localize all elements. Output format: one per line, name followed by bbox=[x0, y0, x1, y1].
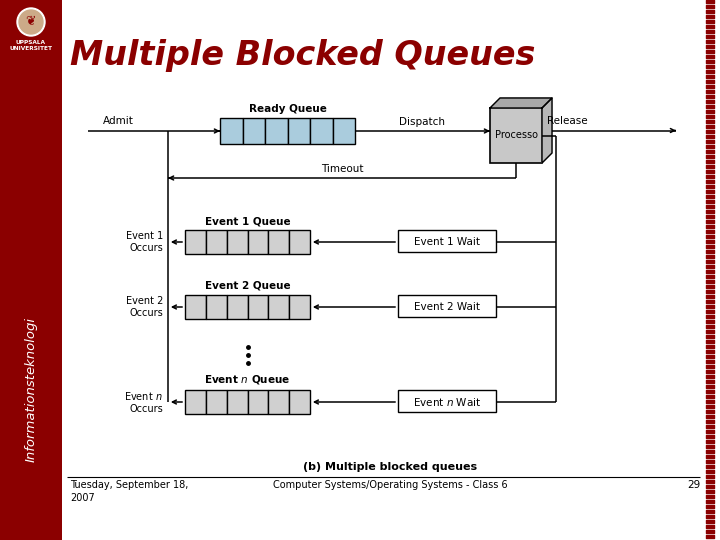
Bar bbox=[310, 118, 333, 144]
Text: Multiple Blocked Queues: Multiple Blocked Queues bbox=[70, 38, 536, 71]
Polygon shape bbox=[490, 98, 552, 108]
Text: Event 2
Occurs: Event 2 Occurs bbox=[125, 296, 163, 318]
Text: Event $n$ Queue: Event $n$ Queue bbox=[204, 373, 291, 386]
Bar bbox=[289, 230, 310, 254]
Text: Tuesday, September 18,
2007: Tuesday, September 18, 2007 bbox=[70, 480, 189, 503]
Bar bbox=[206, 230, 227, 254]
Text: Ready Queue: Ready Queue bbox=[248, 104, 326, 114]
Text: Event 1 Wait: Event 1 Wait bbox=[414, 237, 480, 247]
Bar bbox=[269, 295, 289, 319]
Text: Processo: Processo bbox=[495, 131, 538, 140]
Circle shape bbox=[17, 8, 45, 36]
Bar bbox=[248, 295, 269, 319]
Polygon shape bbox=[542, 98, 552, 163]
Text: UPPSALA
UNIVERSITET: UPPSALA UNIVERSITET bbox=[9, 40, 53, 51]
Bar bbox=[220, 118, 243, 144]
Text: Event 1
Occurs: Event 1 Occurs bbox=[126, 231, 163, 253]
Text: 29: 29 bbox=[687, 480, 700, 490]
Bar bbox=[206, 295, 227, 319]
Text: Admit: Admit bbox=[102, 116, 133, 126]
Bar bbox=[398, 230, 496, 252]
Bar bbox=[185, 390, 206, 414]
Text: Event 2 Queue: Event 2 Queue bbox=[204, 281, 290, 291]
Bar bbox=[185, 230, 206, 254]
Bar bbox=[0, 0, 62, 540]
Text: Event $n$ Wait: Event $n$ Wait bbox=[413, 396, 481, 408]
Text: ❦: ❦ bbox=[26, 16, 36, 29]
Bar bbox=[243, 118, 265, 144]
Bar bbox=[490, 108, 542, 163]
Bar bbox=[289, 390, 310, 414]
Bar bbox=[248, 230, 269, 254]
Text: Dispatch: Dispatch bbox=[400, 117, 446, 127]
Bar bbox=[227, 295, 248, 319]
Bar bbox=[227, 230, 248, 254]
Bar bbox=[185, 295, 206, 319]
Bar bbox=[398, 390, 496, 412]
Bar bbox=[269, 390, 289, 414]
Text: Informationsteknologi: Informationsteknologi bbox=[24, 318, 37, 462]
Circle shape bbox=[19, 10, 43, 34]
Text: Event 1 Queue: Event 1 Queue bbox=[204, 216, 290, 226]
Text: Release: Release bbox=[546, 116, 588, 125]
Bar bbox=[248, 390, 269, 414]
Bar bbox=[227, 390, 248, 414]
Text: Event 2 Wait: Event 2 Wait bbox=[414, 302, 480, 312]
Bar bbox=[265, 118, 287, 144]
Text: Timeout: Timeout bbox=[320, 164, 364, 174]
Bar bbox=[398, 295, 496, 317]
Text: Computer Systems/Operating Systems - Class 6: Computer Systems/Operating Systems - Cla… bbox=[273, 480, 508, 490]
Bar bbox=[333, 118, 355, 144]
Bar bbox=[287, 118, 310, 144]
Text: (b) Multiple blocked queues: (b) Multiple blocked queues bbox=[303, 462, 477, 472]
Text: Event $n$
Occurs: Event $n$ Occurs bbox=[125, 390, 163, 414]
Bar bbox=[206, 390, 227, 414]
Bar bbox=[269, 230, 289, 254]
Bar bbox=[289, 295, 310, 319]
